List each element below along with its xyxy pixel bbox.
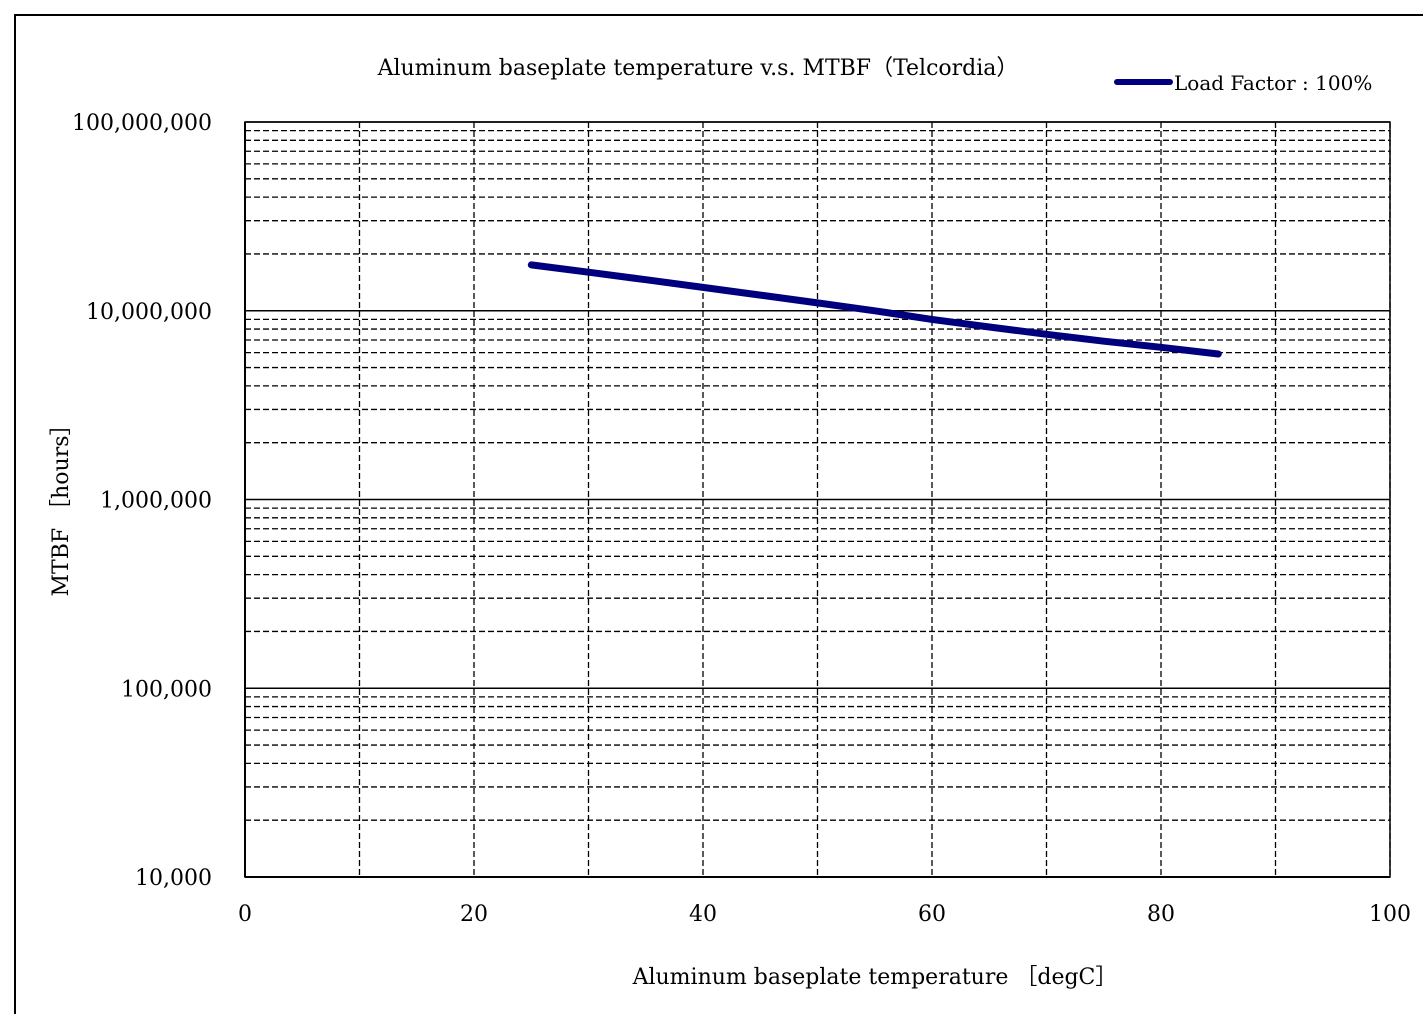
- axis-lines: [244, 122, 1390, 878]
- chart-frame: [14, 14, 1423, 1014]
- y-tick-label: 100,000: [121, 677, 212, 702]
- legend: Load Factor : 100%: [1114, 71, 1372, 95]
- x-tick-label: 20: [460, 902, 488, 927]
- x-tick-label: 60: [918, 902, 946, 927]
- x-axis-label: Aluminum baseplate temperature ［degC］: [632, 965, 1118, 990]
- grid-layer: [245, 121, 1391, 878]
- y-tick-label: 100,000,000: [72, 111, 212, 136]
- y-tick-label: 10,000,000: [86, 300, 212, 325]
- y-tick-label: 10,000: [135, 866, 212, 891]
- series-layer: [527, 261, 1222, 358]
- series-line: [527, 261, 1222, 358]
- x-tick-label: 100: [1369, 902, 1411, 927]
- x-tick-label: 80: [1147, 902, 1175, 927]
- chart-title: Aluminum baseplate temperature v.s. MTBF…: [377, 56, 1019, 81]
- x-tick-label: 0: [238, 902, 252, 927]
- y-tick-label: 1,000,000: [100, 489, 212, 514]
- x-tick-label: 40: [689, 902, 717, 927]
- y-axis-label: MTBF ［hours］: [49, 413, 74, 596]
- tick-labels: 10,000 100,000 1,000,000 10,000,000 100,000,…: [72, 111, 1411, 927]
- legend-label: Load Factor : 100%: [1174, 71, 1372, 95]
